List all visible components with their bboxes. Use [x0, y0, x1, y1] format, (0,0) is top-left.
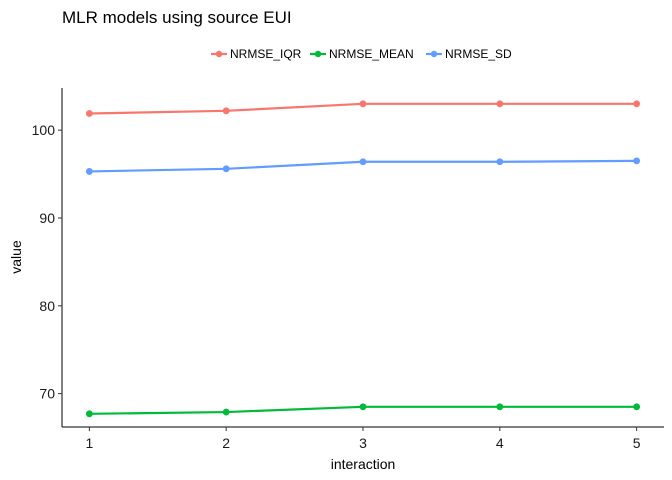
legend-key-point [215, 50, 223, 58]
x-axis-ticks: 1 2 3 4 5 [85, 427, 641, 451]
y-tick-label: 90 [39, 210, 55, 226]
y-tick-label: 80 [39, 298, 55, 314]
data-point-nrmse-sd [496, 158, 504, 166]
data-point-nrmse-sd [85, 168, 93, 175]
legend-key-point [430, 50, 438, 58]
data-point-nrmse-mean [359, 403, 367, 411]
legend-item-nrmse-iqr: NRMSE_IQR [211, 47, 302, 61]
legend-label: NRMSE_SD [445, 47, 512, 61]
data-point-nrmse-iqr [496, 100, 504, 108]
x-axis-title: interaction [331, 456, 396, 472]
data-point-nrmse-sd [359, 158, 367, 166]
series-nrmse-sd [85, 157, 641, 175]
data-point-nrmse-mean [496, 403, 504, 411]
data-point-nrmse-sd [633, 157, 641, 165]
data-point-nrmse-sd [222, 165, 230, 173]
data-point-nrmse-mean [633, 403, 641, 411]
legend-key-point [314, 50, 322, 58]
series-nrmse-mean [85, 403, 641, 418]
x-tick-label: 5 [633, 435, 641, 451]
legend: NRMSE_IQR NRMSE_MEAN NRMSE_SD [211, 47, 512, 61]
data-point-nrmse-mean [222, 408, 230, 416]
legend-item-nrmse-sd: NRMSE_SD [426, 47, 512, 61]
chart-title: MLR models using source EUI [62, 8, 292, 27]
x-tick-label: 3 [359, 435, 367, 451]
plot-area: 70 80 90 100 1 2 3 4 5 [32, 88, 664, 451]
x-tick-label: 4 [496, 435, 504, 451]
y-tick-label: 100 [32, 122, 56, 138]
data-point-nrmse-iqr [359, 100, 367, 108]
legend-label: NRMSE_IQR [230, 47, 302, 61]
y-axis-ticks: 70 80 90 100 [32, 122, 62, 402]
y-axis-title: value [8, 240, 24, 274]
y-tick-label: 70 [39, 386, 55, 402]
legend-item-nrmse-mean: NRMSE_MEAN [310, 47, 414, 61]
data-point-nrmse-mean [85, 410, 93, 418]
data-point-nrmse-iqr [85, 110, 93, 117]
x-tick-label: 1 [85, 435, 93, 451]
series-nrmse-iqr [85, 100, 641, 117]
data-point-nrmse-iqr [222, 107, 230, 115]
legend-label: NRMSE_MEAN [329, 47, 414, 61]
data-point-nrmse-iqr [633, 100, 641, 108]
x-tick-label: 2 [222, 435, 230, 451]
series-group [85, 100, 641, 418]
